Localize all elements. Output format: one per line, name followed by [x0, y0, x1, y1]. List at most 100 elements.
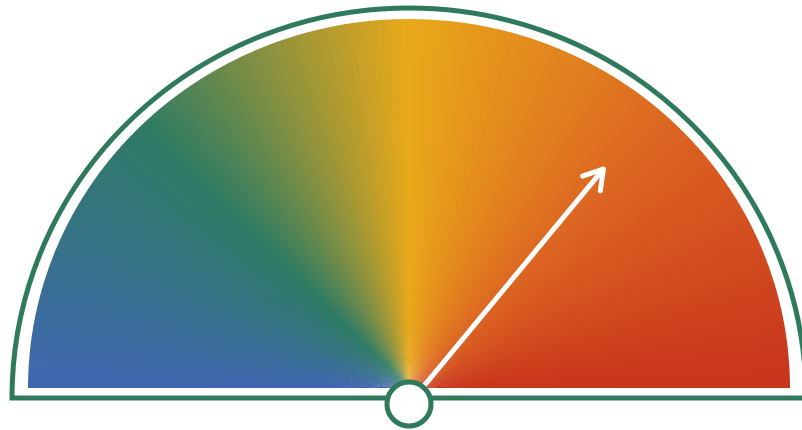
gauge-color-segment: [409, 159, 766, 388]
gauge-color-segment: [409, 300, 790, 388]
gauge-color-segment: [409, 27, 633, 388]
gauge-color-segment: [409, 358, 790, 388]
needle-arrowhead-icon: [580, 166, 606, 194]
gauge-color-segment: [409, 373, 790, 388]
gauge-color-segment: [372, 19, 409, 388]
gauge-color-fan: [28, 19, 790, 388]
gauge-color-segment: [409, 237, 790, 388]
gauge-color-segment: [409, 344, 790, 388]
gauge-color-segment: [409, 223, 790, 388]
gauge-color-segment: [52, 158, 410, 388]
gauge-color-segment: [34, 189, 410, 388]
gauge-color-segment: [409, 258, 790, 388]
gauge-color-segment: [409, 123, 741, 388]
gauge-color-segment: [409, 61, 681, 388]
gauge-color-segment: [409, 351, 790, 388]
gauge-color-segment: [186, 27, 409, 388]
gauge-color-segment: [409, 190, 784, 388]
gauge-color-segment: [112, 84, 410, 388]
gauge-color-segment: [350, 19, 409, 388]
gauge-color-segment: [409, 230, 790, 388]
gauge-color-segment: [409, 315, 790, 388]
gauge-color-segment: [139, 60, 409, 388]
gauge-color-segment: [409, 165, 770, 388]
gauge-color-segment: [64, 139, 409, 388]
gauge-color-segment: [409, 286, 790, 388]
gauge-color-segment: [409, 217, 790, 388]
gauge-color-segment: [272, 19, 409, 388]
gauge-gradient-group: [28, 19, 790, 388]
gauge-color-segment: [69, 134, 409, 388]
gauge-color-segment: [82, 116, 409, 388]
gauge-color-segment: [224, 19, 409, 388]
gauge-color-segment: [258, 19, 409, 388]
gauge-color-segment: [394, 19, 409, 388]
gauge-color-segment: [279, 19, 409, 388]
gauge-color-segment: [409, 112, 732, 388]
gauge-color-segment: [336, 19, 409, 388]
gauge-color-segment: [409, 96, 718, 388]
gauge-color-segment: [379, 19, 409, 388]
gauge-color-segment: [38, 183, 409, 388]
gauge-color-segment: [168, 38, 409, 388]
gauge-color-segment: [96, 100, 409, 388]
gauge-color-segment: [180, 31, 409, 388]
gauge-color-segment: [409, 31, 639, 388]
gauge-color-segment: [357, 19, 409, 388]
gauge-color-segment: [156, 47, 409, 388]
gauge-color-segment: [409, 20, 621, 388]
gauge-color-segment: [409, 141, 754, 388]
gauge-color-segment: [28, 202, 409, 388]
gauge-color-segment: [401, 19, 411, 388]
gauge-color-segment: [409, 322, 790, 388]
gauge-outline: [9, 5, 802, 401]
gauge-color-segment: [314, 19, 409, 388]
gauge-color-segment: [409, 210, 790, 388]
gauge-color-segment: [409, 129, 746, 388]
gauge-color-segment: [409, 118, 737, 388]
gauge-color-segment: [127, 70, 409, 388]
gauge-color-segment: [87, 111, 409, 388]
gauge-color-segment: [409, 19, 608, 388]
gauge-color-segment: [409, 307, 790, 388]
gauge-color-segment: [92, 105, 409, 388]
gauge-color-segment: [28, 209, 409, 388]
gauge-color-segment: [174, 34, 409, 388]
gauge-color-segment: [231, 19, 409, 388]
gauge-color-segment: [409, 272, 790, 388]
gauge-color-segment: [218, 19, 409, 388]
gauge-color-segment: [192, 23, 409, 388]
gauge-needle-group: [406, 166, 606, 407]
gauge-color-segment: [409, 244, 790, 388]
gauge-color-segment: [31, 196, 409, 388]
gauge-color-segment: [409, 178, 778, 388]
gauge-color-segment: [56, 151, 409, 388]
gauge-color-segment: [45, 170, 410, 388]
gauge-color-segment: [409, 171, 774, 388]
gauge-color-segment: [73, 128, 409, 388]
gauge-color-segment: [409, 184, 781, 388]
gauge-color-segment: [293, 19, 409, 388]
gauge-color-segment: [101, 95, 409, 388]
gauge-color-segment: [387, 19, 409, 388]
gauge-color-segment: [211, 19, 409, 388]
gauge-color-segment: [409, 251, 790, 388]
gauge-color-segment: [286, 19, 409, 388]
gauge-color-segment: [409, 19, 588, 388]
arrow-needle-icon: [406, 166, 606, 407]
gauge-color-segment: [409, 19, 595, 388]
gauge-color-segment: [409, 153, 763, 388]
gauge-color-segment: [409, 329, 790, 388]
gauge-color-segment: [150, 51, 409, 388]
gauge-color-segment: [409, 57, 675, 388]
gauge-color-segment: [409, 24, 627, 388]
gauge-color-segment: [244, 19, 409, 388]
gauge-color-segment: [307, 19, 409, 388]
gauge-color-segment: [321, 19, 409, 388]
gauge-color-segment: [409, 380, 790, 388]
gauge-color-segment: [409, 106, 727, 388]
gauge-color-segment: [48, 164, 409, 388]
gauge-color-segment: [409, 147, 759, 388]
gauge-color-segment: [144, 56, 409, 388]
